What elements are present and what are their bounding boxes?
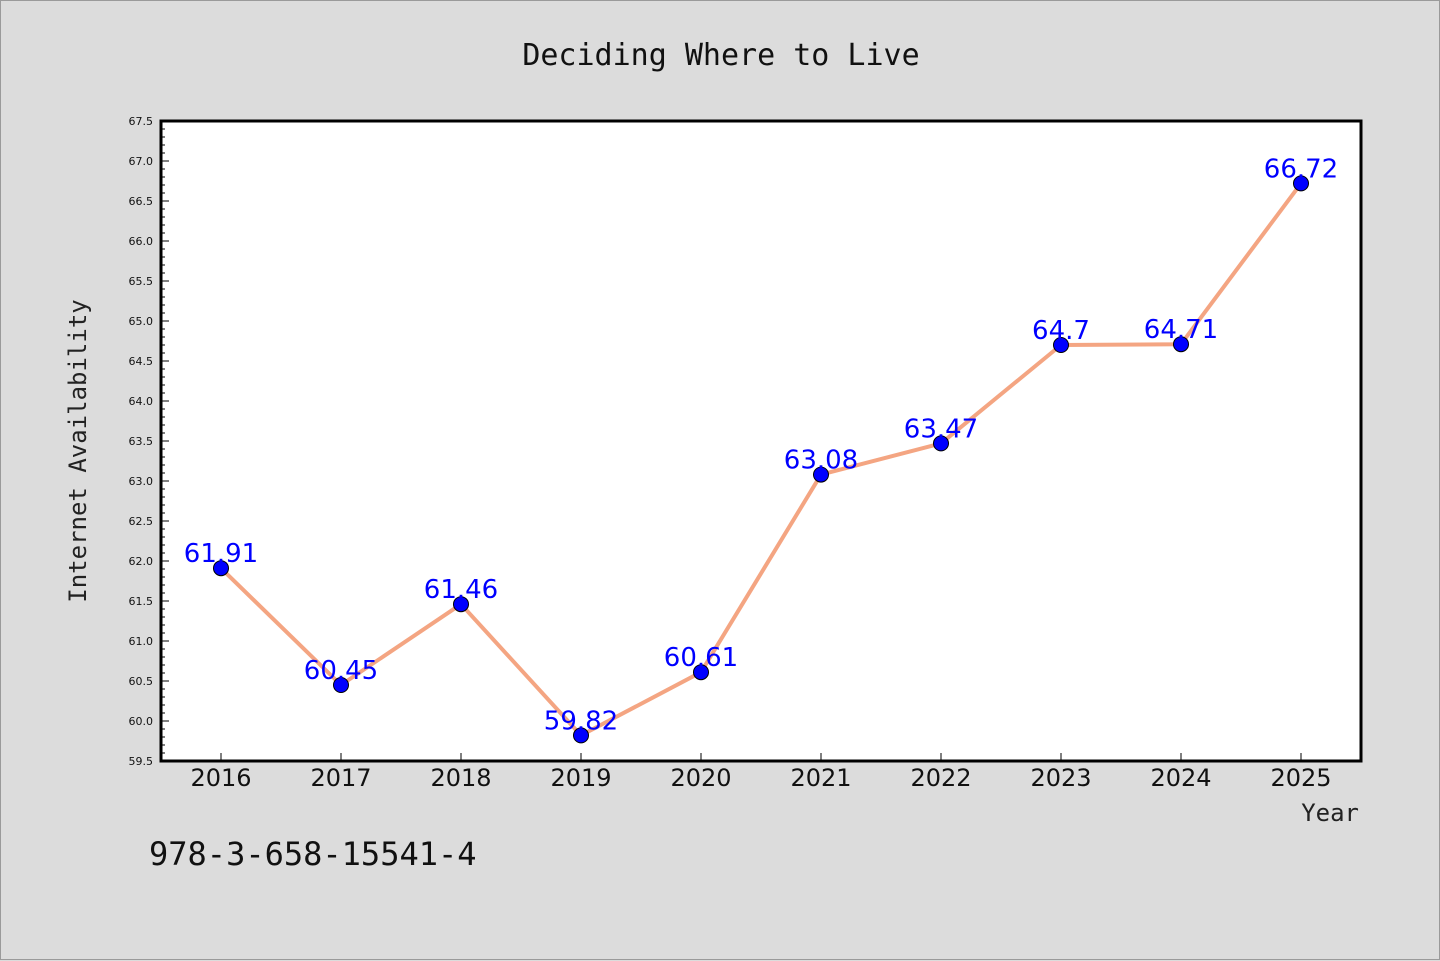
y-tick-label: 60.0	[129, 715, 154, 728]
data-label: 61.91	[184, 539, 258, 569]
data-label: 64.71	[1144, 315, 1218, 345]
x-tick-label: 2016	[190, 764, 251, 792]
data-label: 66.72	[1264, 154, 1338, 184]
x-tick-label: 2024	[1150, 764, 1211, 792]
x-tick-label: 2020	[670, 764, 731, 792]
series-line	[219, 181, 1303, 738]
data-point	[693, 664, 709, 681]
data-point	[813, 466, 829, 483]
data-point	[1293, 175, 1309, 192]
data-point	[933, 435, 949, 452]
y-tick-label: 65.5	[129, 275, 154, 288]
y-tick-label: 63.0	[129, 475, 154, 488]
y-tick-label: 64.5	[129, 355, 154, 368]
y-tick-label: 64.0	[129, 395, 154, 408]
y-tick-label: 60.5	[129, 675, 154, 688]
y-tick-label: 61.0	[129, 635, 154, 648]
y-tick-label: 63.5	[129, 435, 154, 448]
y-tick-label: 59.5	[129, 755, 154, 768]
chart-title: Deciding Where to Live	[522, 38, 919, 73]
y-tick-label: 62.0	[129, 555, 154, 568]
data-point	[453, 596, 469, 613]
x-tick-label: 2017	[310, 764, 371, 792]
y-axis: 59.5 60.0 60.5 61.0 61.5 62.0 62.5 63.0 63.5 64.0…	[129, 115, 169, 768]
x-tick-label: 2023	[1030, 764, 1091, 792]
x-axis: 2016 2017 2018 2019 2020 2021 2022 2023 2024 2025	[190, 753, 1332, 792]
x-tick-label: 2019	[550, 764, 611, 792]
data-label: 63.47	[904, 414, 978, 444]
y-tick-label: 66.0	[129, 235, 154, 248]
data-point	[1173, 336, 1189, 353]
y-tick-label: 67.5	[129, 115, 154, 128]
series-layer: 61.91 60.45 61.46 59.82 60.61 63.08 63.47 64.7 6…	[184, 154, 1338, 744]
plot-area	[159, 119, 1363, 763]
y-tick-label: 66.5	[129, 195, 154, 208]
data-label: 59.82	[544, 706, 618, 736]
data-label: 60.45	[304, 656, 378, 686]
isbn-text: 978-3-658-15541-4	[149, 835, 477, 873]
y-tick-label: 61.5	[129, 595, 154, 608]
data-point	[213, 560, 229, 577]
x-tick-label: 2022	[910, 764, 971, 792]
data-label: 61.46	[424, 575, 498, 605]
data-point	[573, 727, 589, 744]
y-tick-label: 65.0	[129, 315, 154, 328]
x-tick-label: 2021	[790, 764, 851, 792]
x-tick-label: 2025	[1270, 764, 1331, 792]
data-label: 60.61	[664, 643, 738, 673]
y-tick-label: 62.5	[129, 515, 154, 528]
y-axis-label: Internet Availability	[64, 299, 92, 602]
data-label: 64.7	[1032, 316, 1090, 346]
data-point	[333, 677, 349, 693]
y-tick-label: 67.0	[129, 155, 154, 168]
x-tick-label: 2018	[430, 764, 491, 792]
data-label: 63.08	[784, 446, 858, 476]
data-point	[1053, 337, 1069, 353]
x-axis-label: Year	[1301, 799, 1359, 827]
